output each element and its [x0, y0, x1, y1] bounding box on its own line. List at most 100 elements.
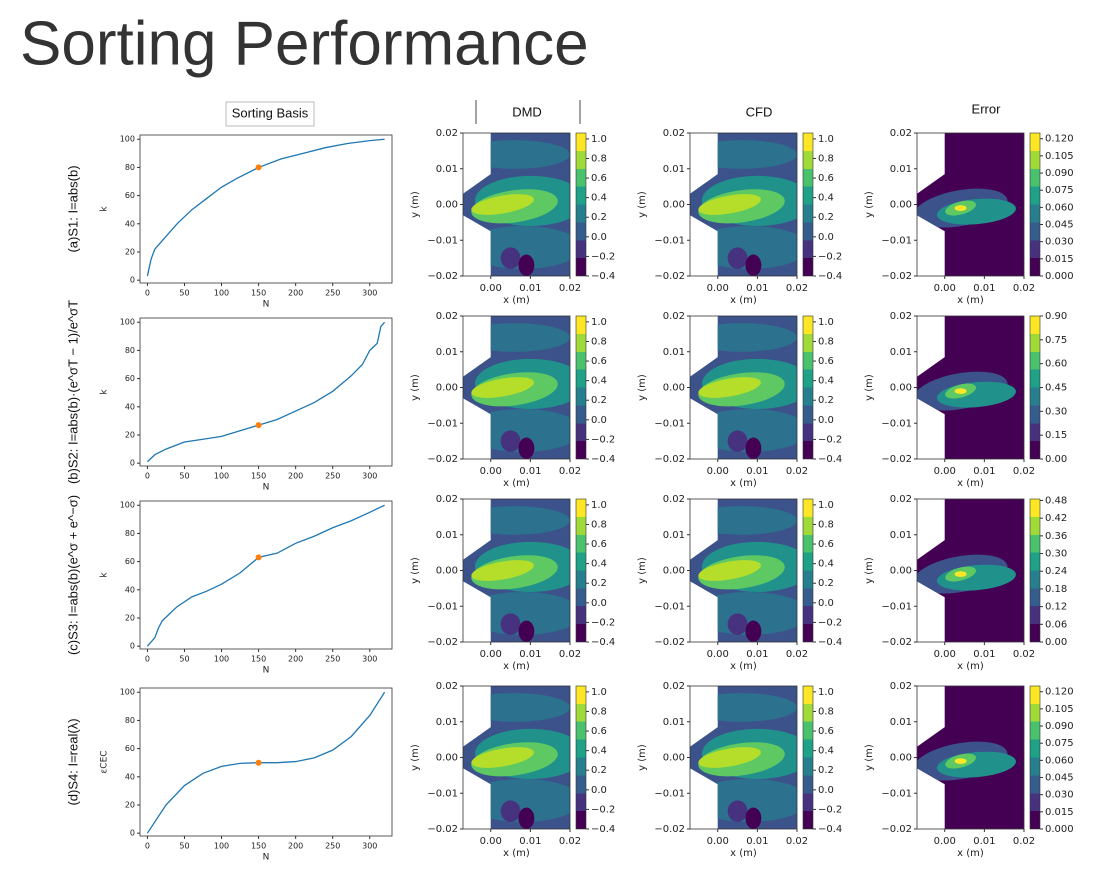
contour-level [518, 254, 535, 276]
contour-level [727, 247, 748, 269]
colorbar-tick-label: 0.045 [1045, 220, 1074, 231]
y-tick-label: −0.01 [654, 418, 685, 429]
colorbar-tick-label: 0.8 [591, 706, 607, 717]
colorbar-tick-label: 0.24 [1045, 566, 1067, 577]
colorbar [802, 498, 814, 643]
colorbar-tick-label: 0.8 [818, 706, 834, 717]
colorbar-tick-label: −0.4 [818, 824, 842, 835]
colorbar-tick-label: 0.8 [591, 153, 607, 164]
x-tick-label: 0.02 [559, 649, 581, 660]
contour-field [917, 316, 1024, 459]
y-tick-label: 0.02 [436, 681, 458, 692]
x-tick-label: 0.01 [746, 283, 768, 294]
contour-level [690, 778, 797, 822]
colorbar-tick-label: 0.30 [1045, 549, 1067, 560]
y-tick-label: 0.02 [890, 494, 912, 505]
y-tick-label: 0.01 [890, 530, 912, 541]
colorbar-tick-label: −0.4 [591, 454, 615, 465]
x-tick-label: 300 [362, 472, 377, 481]
contour-level [698, 377, 761, 398]
y-tick-label: 0.01 [890, 347, 912, 358]
contour-level [500, 247, 521, 269]
x-tick-label: 0.01 [746, 649, 768, 660]
colorbar-tick-label: −0.2 [591, 617, 615, 628]
y-tick-label: 0.00 [663, 200, 685, 211]
slide-title: Sorting Performance [20, 9, 589, 78]
column-header: CFD [746, 104, 773, 119]
x-tick-label: 0.00 [707, 836, 729, 847]
colorbar-tick-label: −0.4 [591, 824, 615, 835]
x-tick-label: 0.00 [934, 649, 956, 660]
colorbar-tick-label: 0.6 [818, 726, 834, 737]
x-tick-label: 0.01 [519, 466, 541, 477]
y-tick-label: −0.01 [654, 235, 685, 246]
y-axis-label: k [100, 572, 110, 578]
colorbar-tick-label: 0.015 [1045, 254, 1074, 265]
y-axis-label: y (m) [637, 191, 648, 218]
colorbar-tick-label: 0.6 [818, 356, 834, 367]
x-tick-label: 0.02 [786, 649, 808, 660]
y-tick-label: 0.00 [890, 383, 912, 394]
colorbar-tick-label: 0.0 [818, 785, 834, 796]
colorbar [575, 132, 587, 277]
y-axis-label: y (m) [637, 374, 648, 401]
y-tick-label: 0.02 [890, 128, 912, 139]
contour-level [471, 560, 534, 581]
contour-level [463, 591, 570, 635]
x-tick-label: 0.02 [1013, 283, 1035, 294]
colorbar-tick-label: 0.4 [818, 193, 834, 204]
colorbar-tick-label: 0.90 [1045, 311, 1067, 322]
colorbar-tick-label: −0.4 [818, 271, 842, 282]
contour-level [463, 506, 570, 535]
colorbar-tick-label: 0.090 [1045, 168, 1074, 179]
x-tick-label: 50 [179, 655, 189, 664]
x-axis-label: N [263, 666, 270, 676]
x-axis-label: N [263, 300, 270, 310]
contour-field [463, 133, 570, 276]
y-tick-label: −0.01 [427, 418, 458, 429]
x-tick-label: 0.00 [707, 466, 729, 477]
y-axis-label: εCEC [100, 750, 110, 773]
x-axis-label: x (m) [957, 478, 984, 489]
y-tick-label: 40 [125, 402, 135, 411]
y-tick-label: −0.02 [427, 824, 458, 835]
y-tick-label: 0.01 [436, 717, 458, 728]
y-axis-label: y (m) [410, 191, 421, 218]
plot-frame [139, 317, 393, 467]
y-axis-label: y (m) [864, 557, 875, 584]
y-tick-label: −0.01 [654, 601, 685, 612]
header-box [225, 101, 315, 127]
x-tick-label: 0.00 [480, 836, 502, 847]
x-tick-label: 0.00 [480, 283, 502, 294]
y-tick-label: 0.00 [436, 753, 458, 764]
x-tick-label: 0.01 [746, 466, 768, 477]
colorbar-tick-label: 1.0 [818, 317, 834, 328]
row-label: (c)S3: I=abs(b)(e^σ + e^−σ) [65, 495, 80, 655]
contour-field [917, 499, 1024, 642]
y-axis-label: y (m) [637, 744, 648, 771]
contour-level [463, 140, 570, 169]
colorbar-tick-label: 0.06 [1045, 619, 1067, 630]
colorbar-tick-label: 0.000 [1045, 271, 1074, 282]
x-axis-label: x (m) [503, 848, 530, 859]
y-tick-label: 0.02 [890, 311, 912, 322]
contour-level [518, 620, 535, 642]
column-header: Sorting Basis [232, 105, 309, 120]
colorbar-tick-label: 0.4 [591, 193, 607, 204]
y-tick-label: −0.01 [654, 788, 685, 799]
x-tick-label: 100 [214, 655, 229, 664]
y-axis-label: k [100, 206, 110, 212]
x-tick-label: 300 [362, 842, 377, 851]
colorbar-tick-label: 0.0 [591, 232, 607, 243]
x-tick-label: 200 [288, 655, 303, 664]
x-tick-label: 100 [214, 842, 229, 851]
y-tick-label: 0.02 [663, 681, 685, 692]
colorbar-tick-label: 0.2 [591, 578, 607, 589]
x-tick-label: 150 [251, 472, 266, 481]
y-axis-label: y (m) [410, 557, 421, 584]
colorbar-tick-label: 0.030 [1045, 790, 1074, 801]
x-tick-label: 0.01 [973, 466, 995, 477]
colorbar-tick-label: −0.2 [818, 434, 842, 445]
x-tick-label: 0.01 [973, 836, 995, 847]
